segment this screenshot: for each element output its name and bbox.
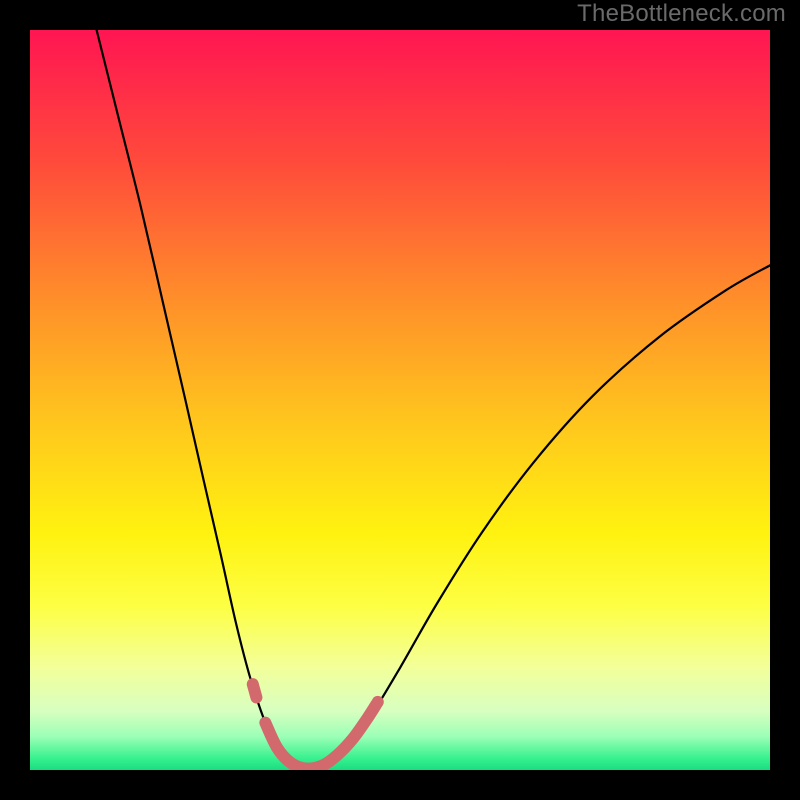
chart-container: TheBottleneck.com xyxy=(0,0,800,800)
plot-svg xyxy=(30,30,770,770)
highlight-segment xyxy=(253,684,257,697)
gradient-background xyxy=(30,30,770,770)
watermark-text: TheBottleneck.com xyxy=(577,0,786,28)
plot-area xyxy=(30,30,770,770)
